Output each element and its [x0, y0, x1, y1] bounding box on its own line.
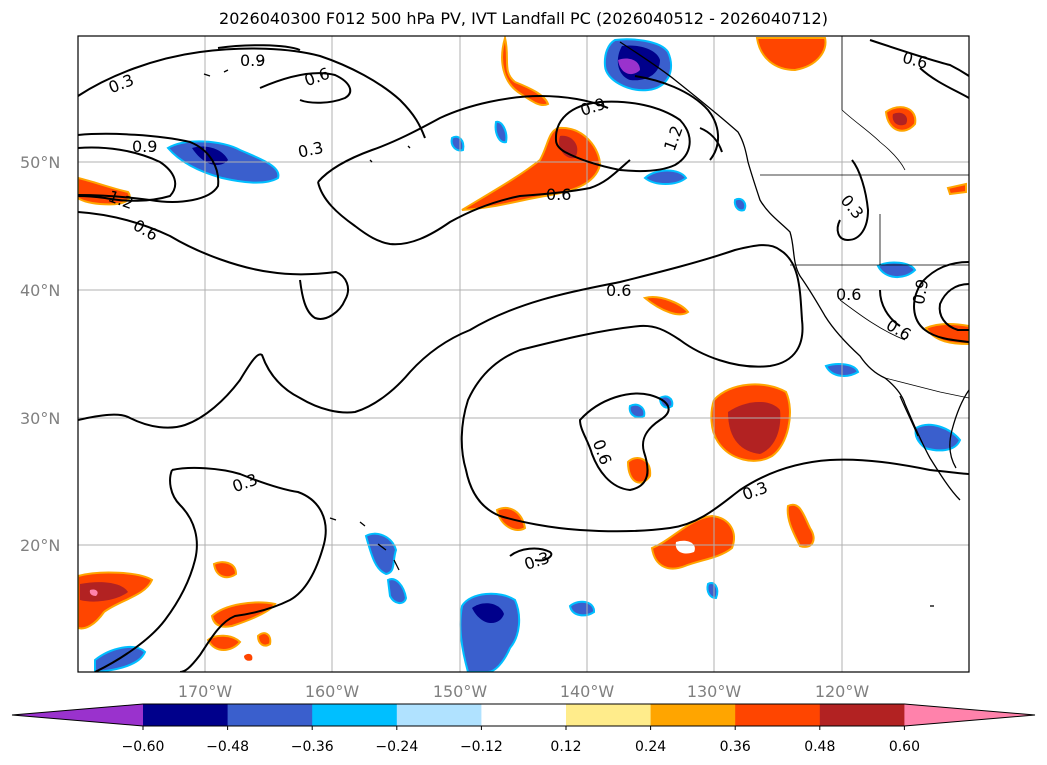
colorbar-tick-label: −0.48: [206, 739, 249, 755]
positive-anomaly-region: [642, 296, 690, 316]
contour-label: 0.9: [240, 51, 265, 70]
negative-anomaly-region: [914, 423, 962, 452]
negative-anomaly-region: [364, 532, 398, 576]
positive-anomaly-region: [212, 561, 238, 579]
colorbar-cell: [650, 704, 736, 726]
positive-anomaly-region: [461, 126, 602, 211]
colorbar-tick-label: −0.60: [122, 739, 165, 755]
pv-contours: [78, 39, 969, 672]
positive-anomaly-region: [892, 112, 908, 126]
colorbar-extend-high: [904, 704, 1035, 726]
colorbar: −0.60 −0.48 −0.36 −0.24 −0.12 0.12 0.24 0.36 0.4…: [11, 703, 1036, 755]
contour-label: 0.9: [909, 278, 932, 306]
lat-label: 50°N: [20, 153, 60, 172]
positive-anomaly-region: [256, 632, 272, 647]
colorbar-tick-label: 0.36: [720, 739, 751, 755]
contour-label: 0.6: [883, 315, 915, 344]
positive-anomaly-region: [78, 176, 131, 206]
negative-anomaly-region: [876, 261, 917, 278]
contour-label: 0.6: [836, 285, 861, 304]
lat-label: 40°N: [20, 281, 60, 300]
positive-anomaly-region: [946, 182, 967, 196]
colorbar-cell: [396, 704, 482, 726]
colorbar-cell: [481, 704, 567, 726]
contour-label: 0.3: [106, 70, 137, 97]
colorbar-tick-label: 0.24: [635, 739, 666, 755]
latitude-labels: 50°N 40°N 30°N 20°N: [20, 153, 60, 555]
colorbar-tick-label: 0.12: [550, 739, 581, 755]
contour-label: 0.6: [546, 185, 571, 204]
contour-label: 1.2: [106, 186, 136, 213]
positive-anomaly-region: [786, 503, 815, 548]
contour-label: 0.6: [900, 48, 930, 73]
contour-labels: 0.3 0.9 0.6 0.9 1.2 0.6 0.3 0.6 0.9 1.2 …: [106, 48, 933, 574]
positive-anomaly-region: [626, 457, 652, 484]
contour-label: 0.3: [296, 138, 325, 162]
negative-anomaly-region: [494, 120, 508, 144]
negative-anomaly-region: [386, 578, 408, 604]
positive-anomaly-region: [244, 653, 253, 661]
political-borders: [760, 36, 969, 399]
pv-anomaly-shading: [78, 36, 969, 672]
contour-label: 0.9: [578, 94, 608, 120]
lat-label: 20°N: [20, 536, 60, 555]
lon-label: 160°W: [305, 682, 360, 701]
contour-label: 0.6: [589, 437, 616, 467]
colorbar-cell: [312, 704, 398, 726]
negative-anomaly-region: [618, 58, 640, 75]
contour-label: 0.3: [230, 470, 260, 497]
colorbar-tick-label: −0.24: [375, 739, 418, 755]
colorbar-tick-label: −0.12: [460, 739, 503, 755]
contour-label: 1.2: [660, 123, 687, 153]
lon-label: 120°W: [815, 682, 870, 701]
negative-anomaly-region: [628, 403, 646, 419]
colorbar-tick-label: −0.36: [291, 739, 334, 755]
colorbar-cell: [143, 704, 229, 726]
colorbar-cell: [566, 704, 652, 726]
lon-label: 140°W: [560, 682, 615, 701]
negative-anomaly-region: [472, 603, 504, 624]
negative-anomaly-region: [733, 198, 747, 212]
lon-label: 150°W: [433, 682, 488, 701]
negative-anomaly-region: [568, 600, 595, 617]
positive-anomaly-region: [755, 37, 827, 72]
positive-anomaly-region: [80, 582, 128, 602]
lon-label: 130°W: [687, 682, 742, 701]
negative-anomaly-region: [459, 592, 521, 672]
gridlines: [78, 36, 969, 672]
contour-label: 0.3: [837, 191, 868, 223]
colorbar-cell: [227, 704, 313, 726]
lon-label: 170°W: [178, 682, 233, 701]
colorbar-tick-label: 0.48: [804, 739, 835, 755]
page-title: 2026040300 F012 500 hPa PV, IVT Landfall…: [219, 9, 828, 28]
map-frame: [77, 35, 970, 673]
positive-anomaly-region: [675, 540, 695, 554]
contour-label: 0.6: [130, 215, 162, 244]
colorbar-cell: [735, 704, 821, 726]
negative-anomaly-region: [643, 169, 688, 185]
positive-anomaly-region: [650, 514, 735, 570]
contour-label: 0.3: [740, 478, 770, 505]
longitude-labels: 170°W 160°W 150°W 140°W 130°W 120°W: [178, 682, 870, 701]
negative-anomaly-region: [450, 135, 465, 152]
positive-anomaly-region: [559, 135, 578, 159]
contour-label: 0.9: [132, 137, 157, 156]
contour-label: 0.6: [606, 281, 631, 300]
positive-anomaly-region: [206, 634, 242, 651]
coastlines: [203, 41, 969, 607]
positive-anomaly-region: [501, 36, 550, 106]
positive-anomaly-region: [728, 401, 781, 454]
colorbar-cell: [819, 704, 905, 726]
lat-label: 30°N: [20, 409, 60, 428]
positive-anomaly-region: [89, 589, 98, 596]
colorbar-tick-label: 0.60: [889, 739, 920, 755]
negative-anomaly-region: [706, 582, 719, 600]
colorbar-extend-low: [12, 704, 143, 726]
contour-label: 0.6: [302, 64, 332, 91]
